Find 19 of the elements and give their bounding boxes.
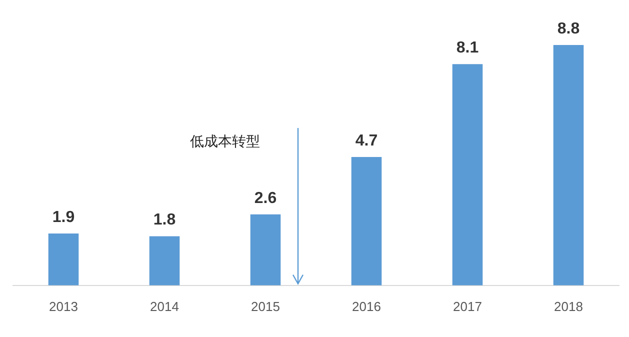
- bar: [149, 236, 180, 286]
- data-label: 8.1: [456, 40, 479, 57]
- bar: [553, 45, 584, 286]
- annotation: 低成本转型: [190, 133, 260, 151]
- x-tick-label: 2013: [49, 298, 78, 314]
- data-label: 8.8: [557, 20, 580, 38]
- data-label: 4.7: [355, 132, 378, 150]
- bar: [452, 64, 483, 286]
- x-tick-label: 2014: [150, 298, 179, 314]
- bar: [351, 157, 382, 286]
- data-label: 1.9: [52, 208, 75, 226]
- x-tick-label: 2016: [352, 298, 381, 314]
- bar: [250, 214, 281, 286]
- data-label: 2.6: [254, 190, 277, 207]
- x-tick-label: 2015: [251, 298, 280, 314]
- data-label: 1.8: [153, 212, 176, 229]
- x-tick-label: 2018: [554, 298, 583, 314]
- x-tick-label: 2017: [453, 298, 482, 314]
- bar: [48, 233, 79, 286]
